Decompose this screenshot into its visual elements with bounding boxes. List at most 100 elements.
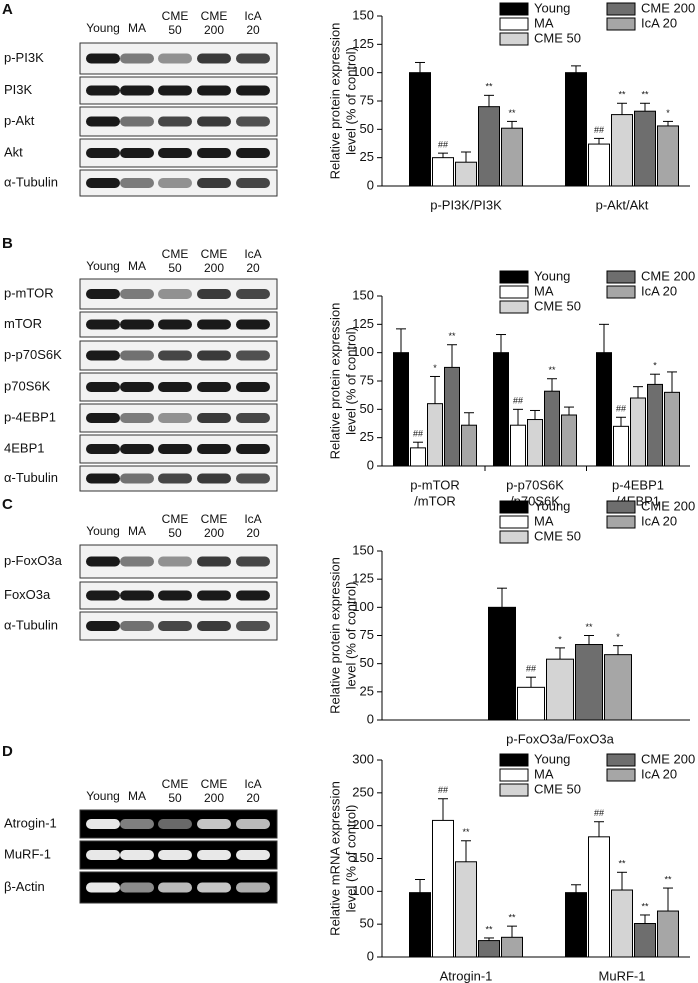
band: [120, 350, 154, 361]
band: [236, 178, 270, 188]
significance-mark: **: [462, 827, 470, 837]
legend-swatch: [606, 2, 636, 16]
legend-label: IcA 20: [641, 766, 677, 781]
legend-swatch: [499, 32, 529, 46]
bar: [427, 403, 443, 467]
band: [197, 882, 231, 893]
lane-label: CME: [201, 247, 228, 261]
lane-label: CME: [201, 777, 228, 791]
band: [120, 621, 154, 631]
bar: [478, 940, 500, 958]
band: [158, 819, 192, 829]
legend-label: CME 50: [534, 30, 581, 45]
legend-swatch: [606, 515, 636, 529]
row-label: α-Tubulin: [4, 174, 58, 189]
x-tick-label: MuRF-1: [599, 968, 646, 983]
band: [197, 178, 231, 188]
y-axis-label: level (% of control): [343, 47, 358, 155]
bar: [604, 654, 632, 721]
band: [236, 116, 270, 127]
bar: [588, 836, 610, 958]
significance-mark: **: [508, 108, 516, 118]
legend-label: CME 200: [641, 268, 695, 283]
band: [86, 116, 120, 127]
significance-mark: ##: [413, 429, 423, 439]
legend-swatch: [499, 783, 529, 797]
band: [197, 621, 231, 631]
band: [236, 819, 270, 829]
bar: [478, 106, 500, 187]
row-label: Atrogin-1: [4, 815, 57, 830]
band: [158, 473, 192, 484]
band: [86, 85, 120, 96]
band: [158, 882, 192, 893]
y-tick-label: 75: [360, 627, 374, 642]
band: [197, 85, 231, 96]
bar: [647, 383, 663, 467]
band: [158, 413, 192, 423]
bar: [634, 923, 656, 958]
y-tick-label: 125: [352, 36, 374, 51]
lane-label: CME: [201, 9, 228, 23]
x-tick-label: Atrogin-1: [440, 968, 493, 983]
y-axis-label: level (% of control): [343, 805, 358, 913]
bar: [455, 861, 477, 958]
significance-mark: *: [616, 632, 620, 642]
legend-swatch: [499, 515, 529, 529]
legend-label: IcA 20: [641, 513, 677, 528]
significance-mark: ##: [594, 125, 604, 135]
legend-label: CME 200: [641, 498, 695, 513]
bar: [546, 658, 574, 721]
band: [86, 590, 120, 601]
band: [120, 53, 154, 64]
significance-mark: *: [433, 363, 437, 373]
lane-label: 50: [168, 526, 182, 540]
row-label: α-Tubulin: [4, 617, 58, 632]
bar: [501, 127, 523, 187]
band: [86, 350, 120, 361]
band: [197, 444, 231, 454]
bar: [657, 910, 679, 958]
legend-label: CME 200: [641, 0, 695, 15]
y-tick-label: 150: [352, 542, 374, 557]
bar: [510, 424, 526, 467]
bar: [565, 892, 587, 958]
bar: [575, 644, 603, 721]
lane-label: Young: [86, 789, 120, 803]
band: [120, 819, 154, 829]
band: [197, 556, 231, 567]
y-tick-label: 100: [352, 344, 374, 359]
band: [86, 882, 120, 893]
legend-swatch: [606, 768, 636, 782]
legend-label: CME 200: [641, 751, 695, 766]
panel-label: D: [2, 743, 13, 760]
y-tick-label: 250: [352, 784, 374, 799]
band: [158, 590, 192, 601]
y-tick-label: 150: [352, 850, 374, 865]
lane-label: Young: [86, 259, 120, 273]
band: [158, 621, 192, 631]
legend-label: Young: [534, 0, 570, 15]
lane-label: 200: [204, 23, 224, 37]
significance-mark: **: [485, 82, 493, 92]
legend-label: Young: [534, 498, 570, 513]
legend-label: Young: [534, 751, 570, 766]
x-tick-label: p-4EBP1: [612, 477, 664, 492]
lane-label: MA: [128, 259, 146, 273]
y-tick-label: 0: [367, 457, 374, 472]
bar: [565, 72, 587, 187]
row-label: p70S6K: [4, 378, 51, 393]
band: [197, 289, 231, 299]
y-tick-label: 125: [352, 316, 374, 331]
band: [158, 850, 192, 860]
legend-swatch: [499, 300, 529, 314]
band: [86, 148, 120, 158]
row-label: p-Akt: [4, 113, 35, 128]
y-tick-label: 50: [360, 121, 374, 136]
legend-label: MA: [534, 766, 554, 781]
band: [120, 319, 154, 330]
row-label: MuRF-1: [4, 846, 51, 861]
lane-label: 50: [168, 23, 182, 37]
y-tick-label: 50: [360, 916, 374, 931]
legend-label: MA: [534, 283, 554, 298]
